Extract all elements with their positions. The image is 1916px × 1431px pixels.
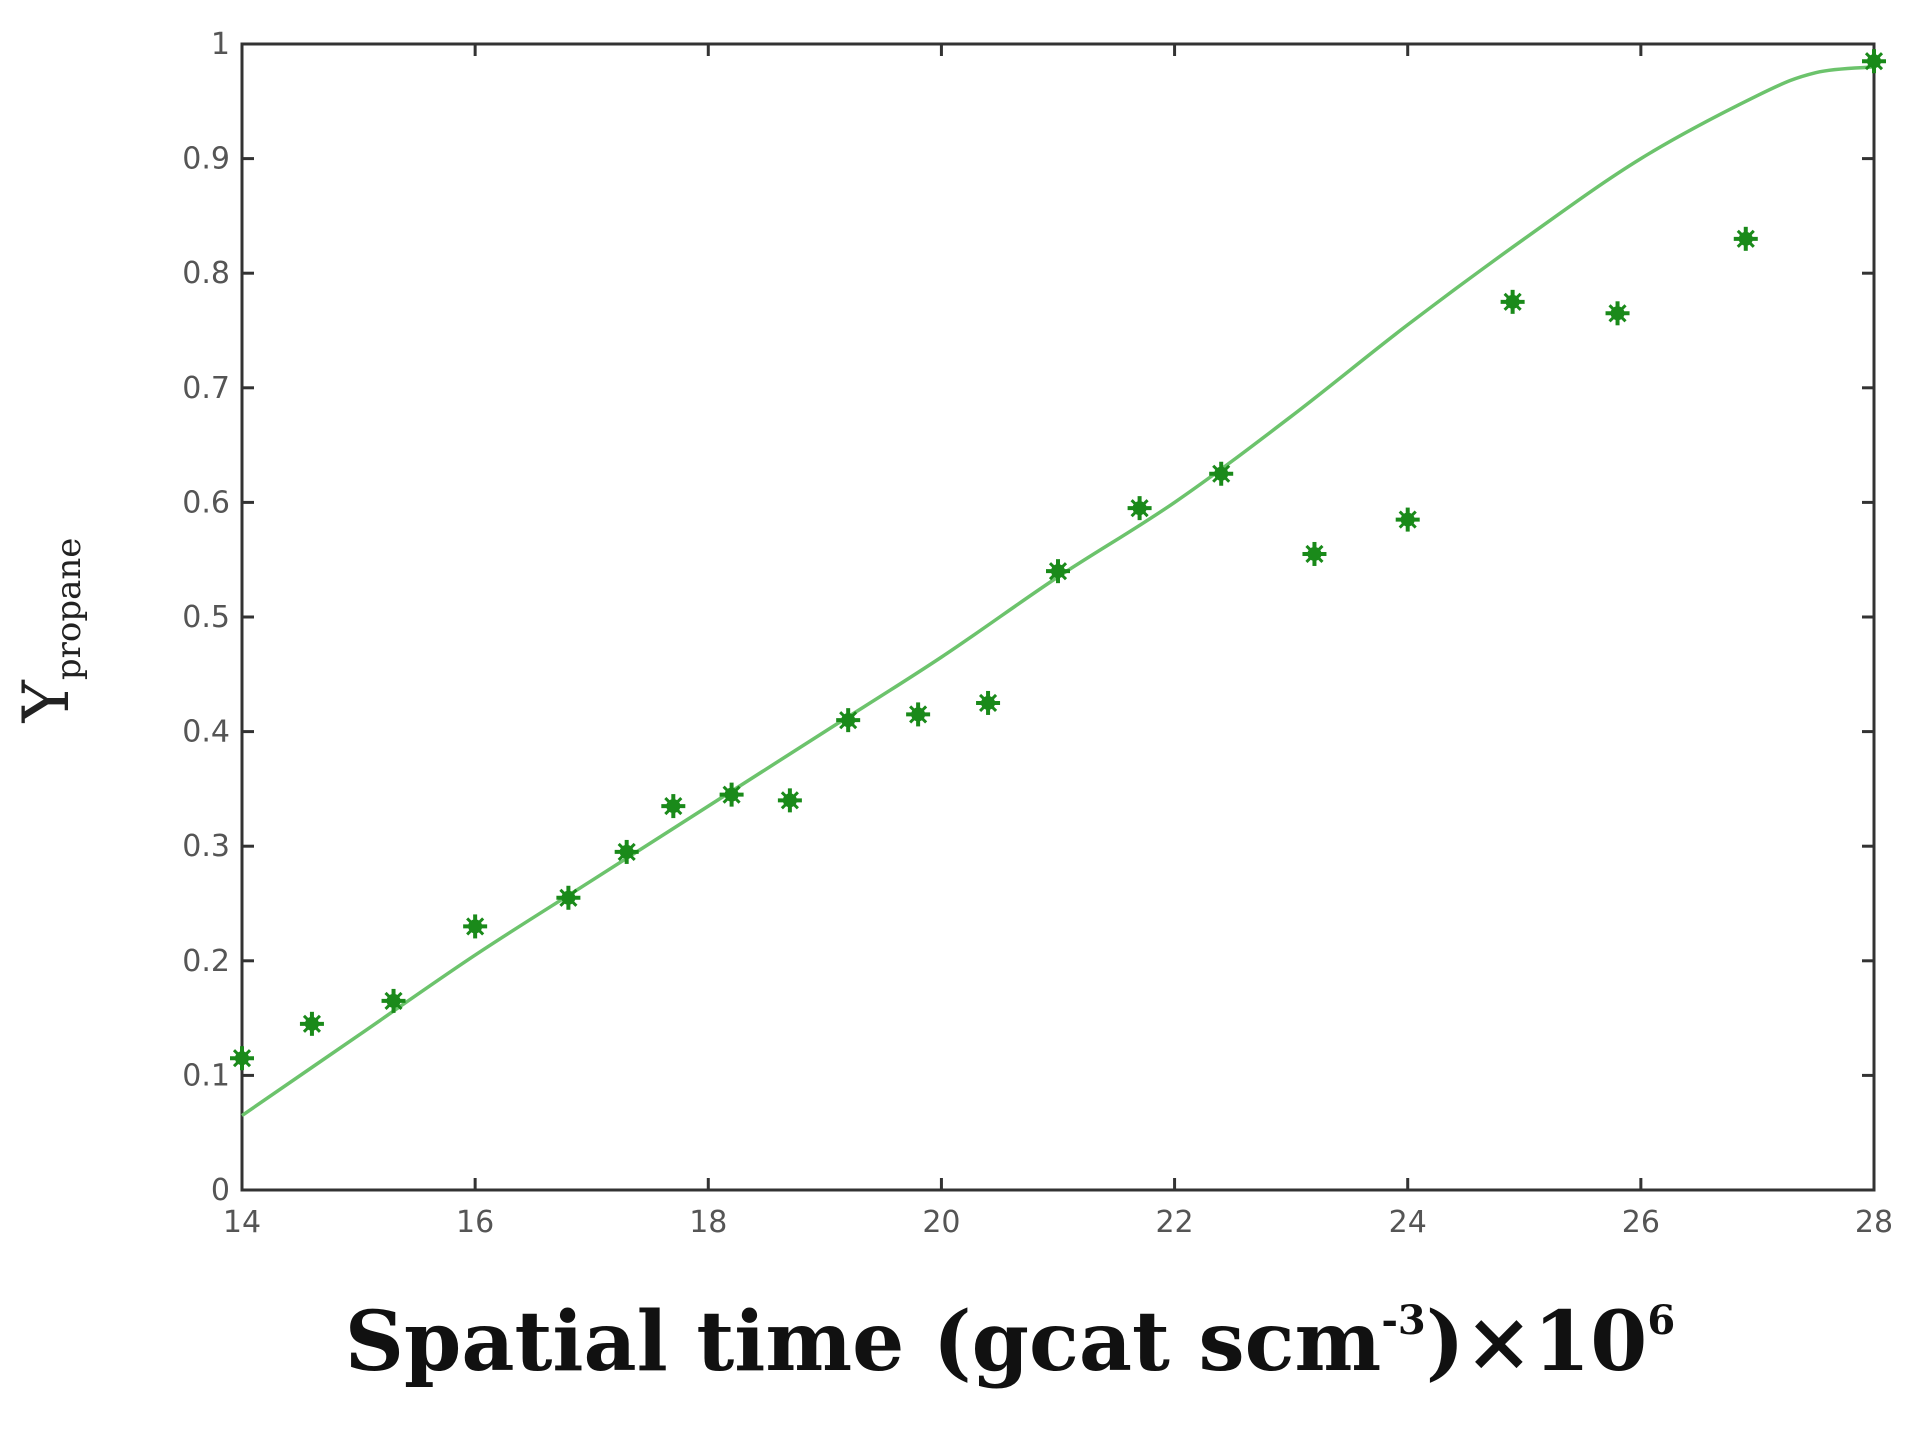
- y-tick-label: 1: [211, 27, 230, 62]
- data-point: [1862, 49, 1886, 74]
- data-point: [614, 839, 639, 864]
- data-point: [1127, 496, 1152, 521]
- data-point: [1500, 289, 1525, 314]
- x-axis-label-main: Spatial time (gcat scm: [345, 1294, 1382, 1390]
- data-point: [906, 702, 931, 727]
- data-point: [1209, 461, 1234, 486]
- data-point: [1733, 226, 1758, 251]
- y-axis-label: Ypropane: [10, 538, 89, 724]
- y-tick-label: 0.1: [182, 1058, 230, 1093]
- fit-curve-line: [241, 65, 1875, 1117]
- x-axis-label-exp1: -3: [1381, 1297, 1425, 1344]
- data-points-group: [230, 49, 1886, 1071]
- y-tick-label: 0.3: [182, 829, 230, 864]
- data-point: [661, 794, 686, 819]
- plot-area: [240, 42, 1876, 1192]
- data-point: [1302, 541, 1327, 566]
- data-point: [1046, 559, 1070, 584]
- y-axis-label-sub: propane: [49, 538, 89, 681]
- x-tick-label: 14: [223, 1205, 261, 1240]
- x-tick-label: 16: [456, 1205, 494, 1240]
- y-axis-ticks: 0 0.1 0.2 0.3 0.4 0.5 0.6 0.7 0.8 0.9 1: [182, 27, 1874, 1208]
- x-tick-label: 26: [1622, 1205, 1660, 1240]
- plot-frame: [240, 42, 1876, 1192]
- x-tick-label: 18: [689, 1205, 727, 1240]
- data-point: [777, 788, 802, 813]
- x-tick-label: 28: [1855, 1205, 1893, 1240]
- data-point: [1605, 301, 1630, 326]
- x-tick-label: 22: [1155, 1205, 1193, 1240]
- data-point: [719, 782, 744, 807]
- y-tick-label: 0: [211, 1173, 230, 1208]
- x-axis-label-exp2: 6: [1647, 1297, 1675, 1344]
- x-axis-label-middle: )×10: [1426, 1294, 1648, 1390]
- fit-curve-group: [241, 65, 1875, 1117]
- data-point: [381, 988, 406, 1013]
- x-axis-label: Spatial time (gcat scm-3)×106: [345, 1294, 1675, 1390]
- data-point: [230, 1046, 254, 1071]
- y-axis-label-main: Y: [10, 679, 84, 723]
- y-tick-label: 0.5: [182, 600, 230, 635]
- data-point: [1395, 507, 1420, 532]
- data-point: [556, 885, 581, 910]
- data-point: [299, 1011, 324, 1036]
- y-tick-label: 0.2: [182, 944, 230, 979]
- data-point: [976, 690, 1001, 715]
- y-tick-label: 0.7: [182, 371, 230, 406]
- y-tick-label: 0.4: [182, 715, 230, 750]
- x-tick-label: 20: [922, 1205, 960, 1240]
- y-tick-label: 0.6: [182, 485, 230, 520]
- y-tick-label: 0.8: [182, 256, 230, 291]
- x-tick-label: 24: [1389, 1205, 1427, 1240]
- y-tick-label: 0.9: [182, 142, 230, 177]
- data-point: [463, 914, 488, 939]
- x-axis-ticks: 14 16 18 20 22 24 26 28: [223, 44, 1893, 1240]
- data-point: [836, 708, 861, 733]
